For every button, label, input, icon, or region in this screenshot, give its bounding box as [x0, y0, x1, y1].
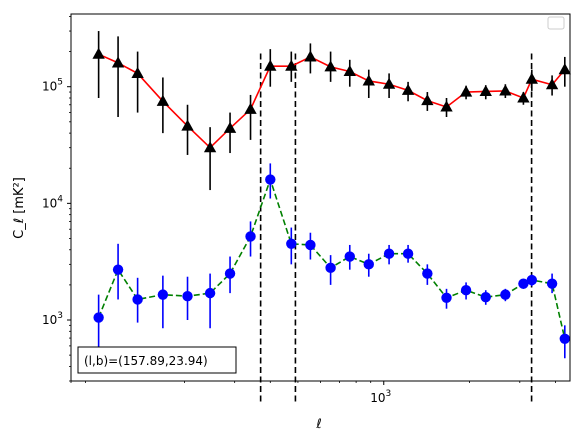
marker-s2-12	[325, 262, 336, 274]
marker-s2-4	[157, 289, 169, 300]
marker-s1-10	[285, 59, 298, 71]
x-tick-label-1: 103	[370, 389, 391, 405]
marker-s2-16	[402, 248, 414, 259]
marker-s2-22	[518, 278, 529, 289]
annotation-text: (l,b)=(157.89,23.94)	[84, 354, 208, 368]
marker-s2-3	[132, 294, 143, 305]
marker-s2-5	[182, 290, 193, 302]
marker-s2-2	[112, 264, 124, 275]
marker-s1-25	[558, 63, 571, 75]
marker-s2-21	[500, 289, 511, 300]
marker-s2-19	[460, 285, 472, 296]
y-tick-label-2: 104	[42, 194, 63, 210]
marker-s1-13	[343, 64, 356, 77]
marker-s1-15	[382, 77, 396, 89]
y-tick-label-3: 105	[42, 78, 63, 94]
marker-s1-4	[156, 94, 170, 106]
series-2	[93, 163, 571, 359]
marker-s1-24	[545, 78, 559, 90]
marker-s2-11	[305, 239, 316, 251]
marker-s2-20	[480, 291, 491, 303]
annotation-box: (l,b)=(157.89,23.94)	[77, 346, 237, 374]
marker-s2-10	[286, 238, 297, 250]
marker-s2-17	[422, 268, 433, 279]
marker-s2-13	[344, 251, 355, 262]
y-tick-label-1: 103	[42, 311, 63, 327]
marker-s1-12	[324, 60, 337, 72]
marker-s2-14	[363, 259, 374, 270]
axes-ticks: 103 104 105 103	[42, 16, 556, 405]
legend-box	[547, 16, 565, 30]
marker-s2-6	[204, 287, 216, 299]
series-1	[92, 31, 571, 191]
marker-s1-3	[131, 66, 144, 78]
marker-s1-2	[111, 56, 125, 68]
marker-s1-22	[517, 91, 530, 103]
y-axis-label: C_ℓ [mK²]	[12, 177, 27, 239]
marker-s2-7	[224, 268, 236, 279]
x-axis-label: ℓ	[315, 417, 321, 432]
marker-s1-18	[440, 100, 453, 112]
marker-s2-25	[559, 333, 571, 345]
marker-s2-8	[245, 231, 256, 242]
marker-s1-20	[479, 84, 492, 97]
marker-s1-11	[304, 50, 317, 62]
marker-s1-19	[459, 85, 473, 97]
marker-s2-15	[383, 248, 395, 259]
marker-s2-18	[441, 292, 452, 304]
marker-s1-5	[181, 119, 194, 131]
marker-s2-1	[93, 312, 104, 323]
marker-s1-17	[421, 94, 434, 106]
marker-s1-16	[401, 83, 415, 95]
marker-s2-23	[526, 274, 538, 286]
marker-s1-6	[203, 141, 217, 153]
marker-s1-7	[223, 121, 237, 133]
plot-content	[92, 31, 571, 402]
marker-s2-9	[265, 174, 276, 185]
marker-s1-9	[264, 59, 277, 71]
marker-s2-24	[546, 278, 558, 289]
marker-s1-21	[499, 84, 512, 96]
marker-s1-8	[244, 102, 257, 114]
marker-s1-14	[362, 74, 375, 86]
marker-s1-23	[525, 72, 538, 84]
marker-s1-1	[92, 47, 105, 59]
